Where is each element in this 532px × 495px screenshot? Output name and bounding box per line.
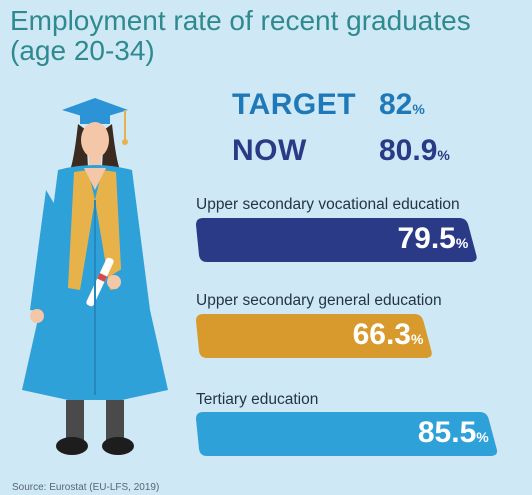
category-label-tertiary: Tertiary education xyxy=(196,391,319,408)
title-line-2: (age 20-34) xyxy=(10,35,155,66)
bar-value-unit-vocational: % xyxy=(455,235,469,251)
graduate-illustration xyxy=(22,98,168,455)
target-label: TARGET xyxy=(232,88,357,121)
bar-value-label-tertiary: 85.5% xyxy=(418,416,489,450)
bar-value-number-general: 66.3 xyxy=(352,318,411,351)
category-label-vocational: Upper secondary vocational education xyxy=(196,196,460,213)
target-value: 82% xyxy=(379,88,425,122)
now-label: NOW xyxy=(232,134,307,167)
target-unit: % xyxy=(412,101,425,117)
target-row: TARGET 82% xyxy=(232,88,512,124)
chart-title: Employment rate of recent graduates (age… xyxy=(10,6,530,66)
now-value: 80.9% xyxy=(379,134,450,168)
now-number: 80.9 xyxy=(379,134,438,167)
bar-value-unit-general: % xyxy=(410,331,424,347)
title-line-1: Employment rate of recent graduates xyxy=(10,5,471,36)
bar-value-label-general: 66.3% xyxy=(353,318,424,352)
bar-value-label-vocational: 79.5% xyxy=(397,222,468,256)
bar-value-number-tertiary: 85.5 xyxy=(417,416,477,449)
target-number: 82 xyxy=(379,88,413,121)
category-label-general: Upper secondary general education xyxy=(196,292,442,309)
bar-value-unit-tertiary: % xyxy=(476,429,489,445)
bar-value-number-vocational: 79.5 xyxy=(397,222,456,255)
now-row: NOW 80.9% xyxy=(232,134,512,170)
source-note: Source: Eurostat (EU-LFS, 2019) xyxy=(12,482,160,493)
now-unit: % xyxy=(437,147,450,163)
